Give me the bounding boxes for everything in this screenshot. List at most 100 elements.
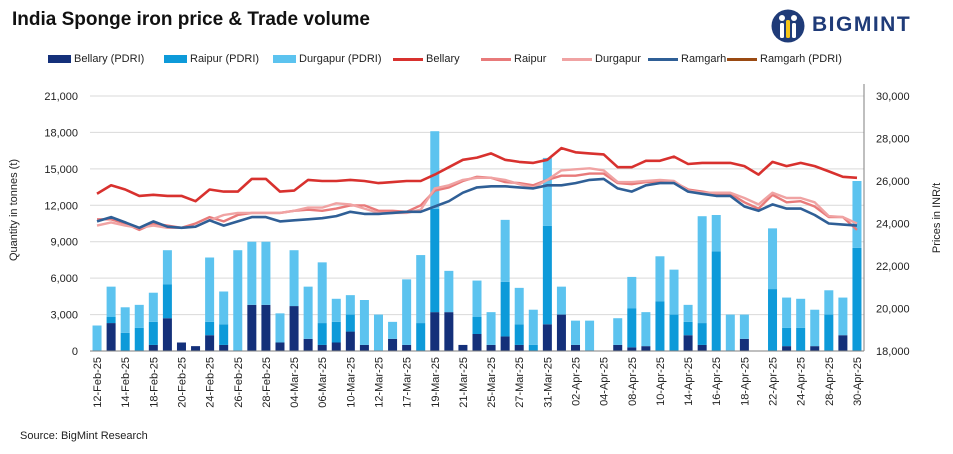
x-tick-label: 20-Feb-25	[176, 357, 188, 408]
chart-title: India Sponge iron price & Trade volume	[12, 9, 370, 30]
axes: 0 3,000 6,000 9,000 12,000 15,000 18,000 21,000…	[44, 84, 910, 408]
bar	[205, 257, 215, 322]
bar	[275, 313, 285, 343]
bar	[782, 297, 792, 328]
x-tick-label: 10-Mar-25	[345, 357, 357, 408]
y2-axis-label: Prices in INR/t	[931, 183, 943, 253]
bar	[191, 346, 201, 351]
bar	[655, 301, 665, 351]
bar	[641, 312, 651, 347]
legend-swatch	[164, 55, 187, 64]
bar	[134, 327, 144, 351]
x-tick-label: 08-Apr-25	[627, 357, 639, 406]
bar	[331, 321, 341, 343]
y-tick-label: 6,000	[50, 273, 78, 285]
bar	[162, 318, 172, 351]
bigmint-logo-icon	[771, 9, 805, 43]
legend-swatch	[273, 55, 296, 64]
y2-tick-label: 22,000	[876, 261, 910, 273]
legend-label: Raipur (PDRI)	[190, 53, 260, 65]
bar	[556, 314, 566, 351]
legend-item-ramgarh: Ramgarh	[648, 53, 726, 65]
bar	[768, 228, 778, 290]
x-tick-label: 14-Feb-25	[120, 357, 132, 408]
price-line	[96, 146, 858, 203]
bar	[106, 317, 116, 324]
bar	[148, 321, 158, 345]
bar	[585, 320, 595, 351]
bar	[725, 314, 735, 351]
bar	[528, 309, 538, 345]
bar	[852, 181, 862, 248]
bar	[359, 300, 369, 345]
y2-tick-label: 26,000	[876, 176, 910, 188]
x-tick-label: 28-Feb-25	[261, 357, 273, 408]
bar	[514, 324, 524, 345]
x-tick-label: 26-Feb-25	[233, 357, 245, 408]
legend-label: Bellary	[426, 53, 460, 65]
bar	[613, 318, 623, 345]
bar	[697, 344, 707, 351]
x-tick-label: 18-Feb-25	[148, 357, 160, 408]
bar	[162, 250, 172, 285]
bar	[430, 208, 440, 313]
bar	[852, 247, 862, 351]
legend-label: Ramgarh	[681, 53, 727, 65]
bar	[655, 256, 665, 302]
bar	[162, 284, 172, 319]
bar	[289, 306, 299, 351]
bar	[92, 325, 102, 351]
bar	[782, 346, 792, 351]
legend-swatch	[481, 57, 511, 61]
bar	[711, 251, 721, 351]
bar	[289, 250, 299, 307]
bar-series	[92, 131, 862, 351]
bar	[317, 262, 327, 324]
bar	[303, 338, 313, 351]
bar	[486, 312, 496, 345]
bar	[542, 157, 552, 226]
bar	[571, 344, 581, 351]
bar	[317, 323, 327, 345]
bar	[247, 304, 257, 351]
bar	[247, 241, 257, 305]
line-series	[96, 146, 858, 232]
bar	[739, 338, 749, 351]
bar	[542, 324, 552, 351]
bar	[430, 312, 440, 351]
legend-swatch	[393, 57, 423, 61]
y-tick-label: 18,000	[44, 127, 78, 139]
bar	[219, 324, 229, 345]
bar	[416, 323, 426, 351]
bar	[317, 344, 327, 351]
y-tick-label: 21,000	[44, 91, 78, 103]
legend-item-durgapur: Durgapur	[562, 53, 641, 65]
x-tick-label: 27-Mar-25	[514, 357, 526, 408]
x-tick-label: 19-Mar-25	[430, 357, 442, 408]
bar	[205, 321, 215, 336]
bar	[810, 346, 820, 351]
x-tick-label: 28-Apr-25	[824, 357, 836, 406]
bar	[458, 344, 468, 351]
bigmint-logo-text: BIGMINT	[812, 13, 912, 36]
x-tick-label: 12-Mar-25	[373, 357, 385, 408]
bigmint-logo: BIGMINT	[770, 6, 945, 46]
bar	[528, 344, 538, 351]
y-tick-label: 15,000	[44, 164, 78, 176]
bar	[796, 327, 806, 351]
bar	[627, 347, 637, 351]
x-tick-label: 24-Apr-25	[796, 357, 808, 406]
bar	[120, 307, 130, 333]
x-tick-label: 06-Mar-25	[317, 357, 329, 408]
bar	[697, 323, 707, 345]
bar	[106, 286, 116, 317]
x-tick-label: 31-Mar-25	[542, 357, 554, 408]
x-tick-label: 12-Feb-25	[92, 357, 104, 408]
bar	[219, 344, 229, 351]
bar	[388, 321, 398, 339]
bar	[148, 344, 158, 351]
x-tick-label: 24-Feb-25	[205, 357, 217, 408]
x-tick-label: 02-Apr-25	[571, 357, 583, 406]
bar	[711, 215, 721, 252]
